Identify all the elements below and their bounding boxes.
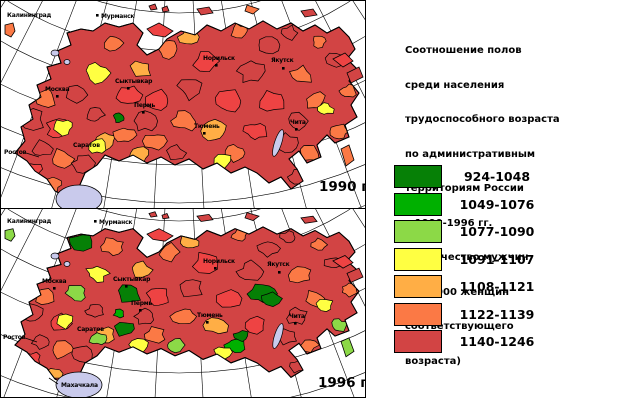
title-line: соответствующего [405, 321, 514, 332]
svg-text:Чита: Чита [290, 119, 306, 126]
map-title: Соотношение полов среди населения трудос… [405, 22, 630, 390]
svg-text:Москва: Москва [45, 86, 70, 93]
legend-label-7: 1140-1246 [459, 334, 535, 349]
svg-text:1996 г.: 1996 г. [318, 375, 365, 391]
legend-swatch-4 [394, 247, 442, 271]
legend-swatch-7 [394, 330, 442, 353]
maps-column: Калининград Мурманск Норильск Якутск Сыктывк… [0, 0, 366, 398]
legend-label-4: 1091-1107 [459, 251, 535, 267]
svg-text:Мурманск: Мурманск [101, 13, 134, 20]
svg-text:Тюмень: Тюмень [194, 123, 220, 130]
svg-text:Мурманск: Мурманск [99, 219, 132, 226]
legend-row: 1049-1076 [394, 192, 552, 216]
side-panel: Соотношение полов среди населения трудос… [366, 0, 640, 400]
svg-text:Калининград: Калининград [7, 218, 52, 225]
legend-swatch-2 [394, 192, 442, 216]
legend-label-3: 1077-1090 [459, 224, 535, 239]
svg-text:Москва: Москва [42, 278, 67, 285]
title-line: среди населения [405, 79, 505, 91]
legend-label-1: 924-1048 [463, 169, 531, 184]
svg-text:Саратов: Саратов [77, 326, 104, 333]
map-1996-canvas: Калининград Мурманск Норильск Якутск Сыктывк… [1, 209, 365, 397]
legend-row: 1122-1139 [394, 302, 552, 326]
legend-swatch-6 [394, 302, 442, 326]
legend: 924-1048 1049-1076 1077-1090 1091-1107 1… [394, 165, 552, 358]
svg-text:Ростов: Ростов [4, 149, 27, 156]
title-line: трудоспособного возраста [405, 114, 560, 125]
svg-text:Якутск: Якутск [271, 57, 294, 64]
legend-label-2: 1049-1076 [459, 196, 535, 212]
svg-text:Калининград: Калининград [7, 12, 52, 19]
legend-swatch-5 [394, 275, 442, 298]
svg-text:Сыктывкар: Сыктывкар [113, 276, 151, 283]
title-line: по административным [405, 148, 536, 160]
legend-label-5: 1108-1121 [459, 279, 535, 294]
svg-text:Махачкала: Махачкала [61, 382, 98, 389]
title-line: территориям России [405, 183, 524, 194]
svg-text:Пермь: Пермь [131, 300, 152, 307]
title-line: Соотношение полов [405, 45, 522, 56]
svg-text:Саратов: Саратов [73, 142, 100, 149]
svg-text:Якутск: Якутск [267, 261, 290, 268]
legend-swatch-1 [394, 165, 442, 188]
map-1990-box: Калининград Мурманск Норильск Якутск Сыктывк… [0, 0, 366, 209]
map-1990-canvas: Калининград Мурманск Норильск Якутск Сыктывк… [1, 1, 365, 208]
legend-row: 1091-1107 [394, 247, 552, 271]
svg-text:Норильск: Норильск [203, 55, 235, 62]
legend-row: 1108-1121 [394, 275, 552, 298]
svg-text:Чита: Чита [289, 313, 305, 320]
svg-text:Норильск: Норильск [203, 258, 235, 265]
svg-text:Ростов: Ростов [3, 334, 26, 341]
map-1996-box: Калининград Мурманск Норильск Якутск Сыктывк… [0, 208, 366, 398]
svg-text:1990 г.: 1990 г. [319, 179, 365, 195]
legend-row: 924-1048 [394, 165, 552, 188]
svg-text:Пермь: Пермь [134, 102, 155, 109]
title-line: возраста) [405, 355, 461, 367]
svg-text:Тюмень: Тюмень [197, 312, 223, 319]
svg-text:Сыктывкар: Сыктывкар [115, 78, 153, 85]
legend-label-6: 1122-1139 [459, 306, 535, 322]
legend-row: 1140-1246 [394, 330, 552, 353]
legend-row: 1077-1090 [394, 220, 552, 243]
legend-swatch-3 [394, 220, 442, 243]
